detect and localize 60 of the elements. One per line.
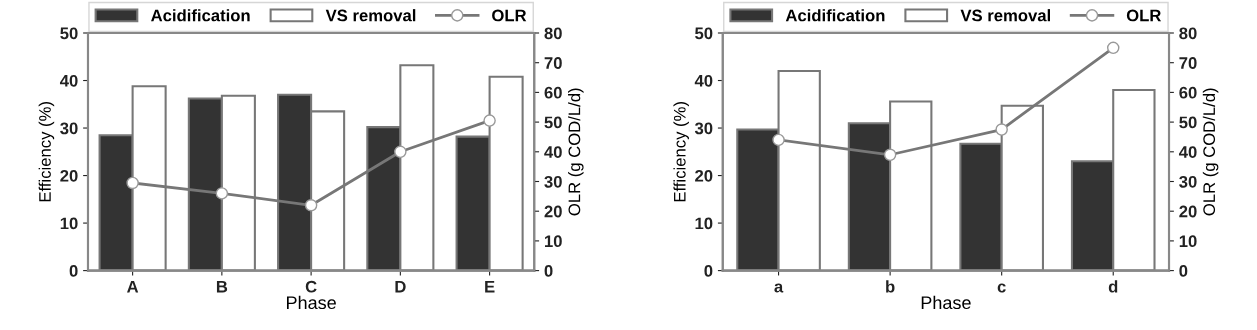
legend-label: Acidification — [785, 9, 885, 22]
x-tick-label: d — [1108, 280, 1118, 293]
y2-tick-label: 10 — [545, 235, 562, 248]
y-tick-label: 10 — [60, 217, 78, 230]
legend-label: Acidification — [151, 9, 250, 22]
point — [483, 114, 496, 127]
y-tick-label: 20 — [60, 169, 78, 182]
y2-tick-label: 20 — [1179, 205, 1197, 218]
legend-label: OLR — [492, 9, 527, 22]
y-tick-label: 30 — [60, 122, 78, 135]
x-axis-title: Phase — [286, 295, 336, 310]
y2-tick-label: 0 — [1179, 265, 1188, 277]
point — [995, 123, 1008, 136]
x-axis-title: Phase — [921, 295, 971, 310]
x-tick-label: E — [485, 280, 495, 293]
y-tick-label: 40 — [694, 74, 713, 87]
y2-tick-label: 20 — [544, 205, 562, 218]
point — [126, 176, 139, 190]
point — [1106, 41, 1120, 55]
y2-tick-label: 50 — [1179, 116, 1197, 129]
y2-tick-label: 80 — [544, 27, 562, 40]
x-tick-label: A — [127, 280, 139, 293]
y-axis-title: Efficiency (%) — [38, 102, 55, 202]
point — [215, 187, 229, 200]
y2-tick-label: 10 — [1179, 235, 1197, 248]
y2-tick-label: 40 — [1178, 146, 1197, 158]
y2-axis-title: OLR (g COD/L/d) — [1202, 88, 1219, 216]
y-tick-label: 20 — [695, 169, 713, 182]
y2-tick-label: 80 — [1179, 27, 1197, 40]
x-tick-label: B — [216, 280, 228, 293]
y2-tick-label: 30 — [1179, 175, 1197, 188]
legend-label: VS removal — [960, 9, 1051, 22]
y2-tick-label: 70 — [544, 57, 562, 69]
point — [304, 199, 318, 212]
y-tick-label: 0 — [69, 265, 78, 277]
y-tick-label: 30 — [694, 122, 713, 135]
x-tick-label: c — [997, 283, 1006, 293]
y2-tick-label: 60 — [1179, 86, 1197, 99]
y-tick-label: 50 — [695, 27, 713, 40]
x-tick-label: C — [305, 280, 317, 293]
y2-axis-title: OLR (g COD/L/d) — [568, 88, 584, 216]
y-tick-label: 0 — [704, 265, 713, 277]
legend-label: VS removal — [325, 9, 416, 22]
x-tick-label: D — [395, 280, 406, 293]
y-tick-label: 50 — [60, 27, 78, 40]
y2-tick-label: 0 — [544, 265, 553, 277]
y2-tick-label: 60 — [544, 86, 562, 99]
point — [883, 148, 897, 162]
y2-tick-label: 30 — [544, 175, 562, 188]
x-tick-label: b — [886, 280, 895, 293]
point — [394, 145, 407, 159]
y2-tick-label: 40 — [544, 146, 562, 158]
x-tick-label: a — [774, 283, 784, 293]
y-axis-title: Efficiency (%) — [673, 102, 689, 202]
point — [772, 133, 785, 147]
y-tick-label: 40 — [59, 74, 78, 87]
legend-label: OLR — [1126, 9, 1162, 22]
y2-tick-label: 50 — [544, 116, 562, 129]
y2-tick-label: 70 — [1179, 57, 1197, 69]
y-tick-label: 10 — [695, 217, 713, 230]
